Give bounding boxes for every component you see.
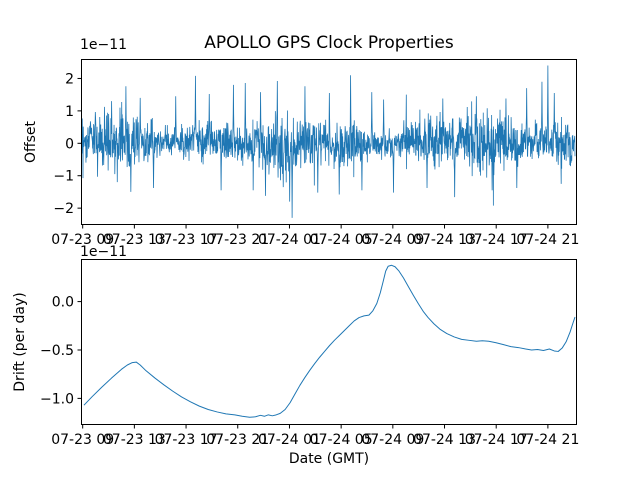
x-tick-label: 07-24 21	[516, 232, 579, 248]
offset-series-line	[81, 65, 576, 218]
axes-frame-top	[81, 59, 577, 225]
figure-title: APOLLO GPS Clock Properties	[204, 33, 454, 53]
x-tick-label: 07-23 09	[51, 232, 114, 248]
offset-scale-label-top: 1e−11	[80, 37, 128, 53]
x-tick-label: 07-24 09	[361, 432, 424, 448]
x-tick-label: 07-23 13	[103, 432, 166, 448]
x-axis-label-date: Date (GMT)	[288, 451, 370, 467]
x-tick-label: 07-23 21	[206, 432, 269, 448]
x-tick-label: 07-23 21	[206, 232, 269, 248]
x-tick-label: 07-24 01	[258, 232, 321, 248]
x-tick-label: 07-24 17	[465, 432, 528, 448]
x-tick-label: 07-24 05	[310, 432, 373, 448]
y-tick-label: 2	[65, 71, 74, 87]
y-tick-label: −1	[53, 169, 74, 185]
x-tick-label: 07-24 13	[413, 232, 476, 248]
y-tick-label: 1	[65, 104, 74, 120]
x-tick-label: 07-23 13	[103, 232, 166, 248]
axes-frame-bottom	[81, 259, 577, 425]
drift-series-line	[83, 264, 576, 418]
y-tick-label: −2	[53, 201, 74, 217]
y-tick-label: 0	[65, 136, 74, 152]
offset-scale-label-bottom: 1e−11	[80, 244, 128, 260]
y-tick-label: −1.0	[40, 391, 74, 407]
x-tick-label: 07-24 05	[310, 232, 373, 248]
x-tick-label: 07-24 01	[258, 432, 321, 448]
x-tick-label: 07-23 17	[155, 432, 218, 448]
x-tick-label: 07-24 17	[465, 232, 528, 248]
y-axis-label-drift: Drift (per day)	[12, 292, 28, 392]
y-tick-label: 0.0	[52, 295, 74, 311]
x-tick-label: 07-24 09	[361, 232, 424, 248]
y-axis-label-offset: Offset	[23, 120, 39, 164]
x-tick-label: 07-24 13	[413, 432, 476, 448]
x-tick-label: 07-23 09	[51, 432, 114, 448]
x-tick-label: 07-24 21	[516, 432, 579, 448]
x-tick-label: 07-23 17	[155, 232, 218, 248]
y-tick-label: −0.5	[40, 343, 74, 359]
